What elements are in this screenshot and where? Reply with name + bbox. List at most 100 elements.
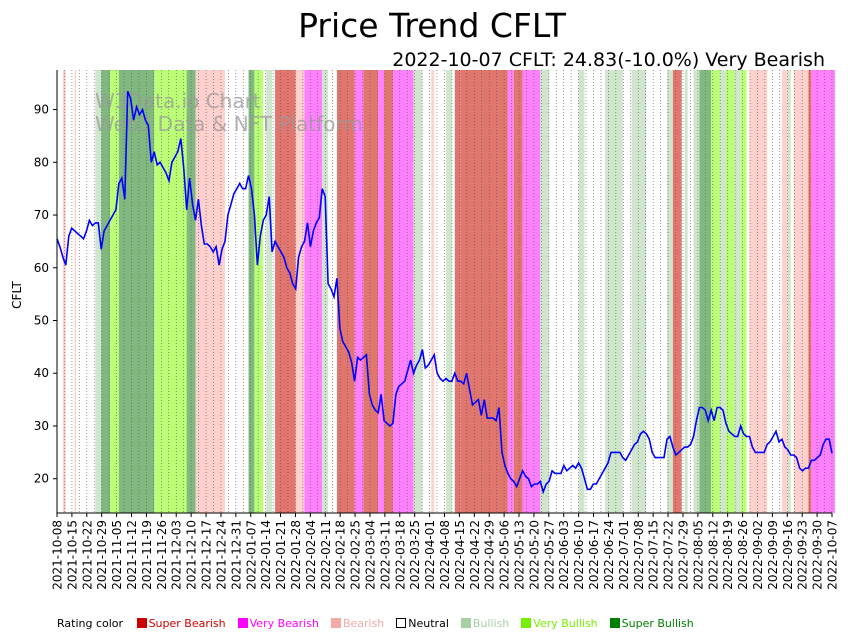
legend-swatch <box>460 618 471 628</box>
rating-band-bearish <box>793 70 809 513</box>
x-tick-label: 2021-12-17 <box>200 520 214 590</box>
x-tick-label: 2021-10-15 <box>65 520 79 590</box>
x-tick-label: 2022-08-26 <box>736 520 750 590</box>
x-tick-label: 2022-04-01 <box>423 520 437 590</box>
rating-band-super-bearish <box>363 70 379 513</box>
y-axis-label: CFLT <box>10 281 24 309</box>
legend-item: Very Bullish <box>521 617 599 630</box>
y-tick-label: 90 <box>34 103 49 117</box>
rating-band-bearish <box>295 70 305 513</box>
x-tick-label: 2022-08-12 <box>706 520 720 590</box>
x-tick-label: 2022-07-29 <box>676 520 690 590</box>
x-tick-label: 2022-05-20 <box>527 520 541 590</box>
rating-band-bullish <box>578 70 585 513</box>
x-tick-label: 2022-07-15 <box>647 520 661 590</box>
rating-band-bearish <box>62 70 66 513</box>
x-tick-label: 2022-02-11 <box>319 520 333 590</box>
rating-band-bullish <box>720 70 726 513</box>
rating-band-super-bullish <box>101 70 111 513</box>
x-tick-label: 2022-05-13 <box>513 520 527 590</box>
legend-swatch <box>237 618 248 628</box>
rating-band-bearish <box>749 70 768 513</box>
chart-subtitle: 2022-10-07 CFLT: 24.83(-10.0%) Very Bear… <box>392 49 825 71</box>
legend-item: Very Bearish <box>237 617 321 630</box>
x-tick-label: 2022-07-22 <box>662 520 676 590</box>
x-tick-label: 2021-10-29 <box>95 520 109 590</box>
x-tick-label: 2022-07-08 <box>632 520 646 590</box>
y-tick-label: 70 <box>34 208 49 222</box>
x-tick-label: 2022-06-10 <box>572 520 586 590</box>
legend-label: Super Bearish <box>148 617 226 630</box>
x-tick-label: 2022-09-02 <box>751 520 765 590</box>
x-tick-label: 2022-07-01 <box>617 520 631 590</box>
x-tick-label: 2021-12-24 <box>214 520 228 590</box>
legend-swatch <box>330 618 341 628</box>
rating-band-super-bullish <box>248 70 255 513</box>
legend-item: Super Bearish <box>136 617 228 630</box>
x-tick-label: 2021-11-05 <box>110 520 124 590</box>
legend-swatch <box>609 618 620 628</box>
legend-swatch <box>396 618 407 628</box>
x-tick-label: 2022-01-14 <box>259 520 273 590</box>
x-tick-label: 2022-08-05 <box>691 520 705 590</box>
watermark-line-1: W3Data.io Chart <box>95 89 261 113</box>
x-tick-label: 2022-03-11 <box>378 520 392 590</box>
legend-label: Bullish <box>472 617 510 630</box>
x-tick-label: 2021-11-19 <box>140 520 154 590</box>
y-tick-label: 60 <box>34 261 49 275</box>
y-tick-label: 30 <box>34 419 49 433</box>
legend-item: Bearish <box>330 617 386 630</box>
x-tick-label: 2022-03-04 <box>363 520 377 590</box>
x-tick-label: 2022-09-16 <box>781 520 795 590</box>
rating-band-very-bearish <box>522 70 541 513</box>
rating-band-super-bearish <box>460 70 508 513</box>
legend-item: Bullish <box>460 617 511 630</box>
x-tick-label: 2022-01-07 <box>244 520 258 590</box>
rating-band-very-bullish <box>110 70 119 513</box>
x-tick-label: 2022-03-18 <box>393 520 407 590</box>
x-tick-label: 2021-11-12 <box>125 520 139 590</box>
rating-band-very-bearish <box>392 70 414 513</box>
x-tick-label: 2022-10-07 <box>826 520 840 590</box>
rating-band-bullish <box>266 70 273 513</box>
x-tick-label: 2022-03-25 <box>408 520 422 590</box>
chart-title: Price Trend CFLT <box>298 6 567 45</box>
rating-band-super-bearish <box>336 70 355 513</box>
x-tick-label: 2022-02-18 <box>334 520 348 590</box>
x-tick-label: 2022-05-27 <box>542 520 556 590</box>
x-tick-label: 2022-04-15 <box>453 520 467 590</box>
x-tick-label: 2022-09-30 <box>811 520 825 590</box>
rating-band-very-bullish <box>725 70 735 513</box>
legend-label: Bearish <box>342 617 385 630</box>
rating-band-bearish <box>195 70 225 513</box>
rating-band-bullish <box>540 70 550 513</box>
rating-band-bullish <box>666 70 673 513</box>
y-axis-ticks: 20 30 40 50 60 70 80 90 <box>34 103 57 486</box>
rating-band-super-bearish <box>384 70 393 513</box>
y-tick-label: 80 <box>34 155 49 169</box>
rating-band-bullish <box>445 70 452 513</box>
rating-band-bullish <box>734 70 741 513</box>
rating-band-very-bearish <box>378 70 385 513</box>
rating-bands <box>62 70 835 513</box>
x-tick-label: 2022-06-03 <box>557 520 571 590</box>
x-tick-label: 2022-01-28 <box>289 520 303 590</box>
x-tick-label: 2022-08-19 <box>721 520 735 590</box>
x-tick-label: 2022-04-29 <box>483 520 497 590</box>
x-tick-label: 2022-05-06 <box>498 520 512 590</box>
legend: Rating color Super Bearish Very Bearish Be… <box>57 617 700 630</box>
x-tick-label: 2021-10-08 <box>51 520 65 590</box>
x-tick-label: 2021-12-03 <box>170 520 184 590</box>
rating-band-super-bullish <box>118 70 155 513</box>
y-tick-label: 20 <box>34 472 49 486</box>
rating-band-super-bearish <box>808 70 812 513</box>
x-tick-label: 2022-09-23 <box>796 520 810 590</box>
rating-band-bullish <box>95 70 102 513</box>
legend-label: Super Bullish <box>621 617 694 630</box>
x-tick-label: 2021-10-22 <box>80 520 94 590</box>
rating-band-bullish <box>787 70 791 513</box>
x-tick-label: 2022-02-25 <box>349 520 363 590</box>
rating-band-super-bullish <box>699 70 712 513</box>
legend-item: Neutral <box>396 617 451 630</box>
